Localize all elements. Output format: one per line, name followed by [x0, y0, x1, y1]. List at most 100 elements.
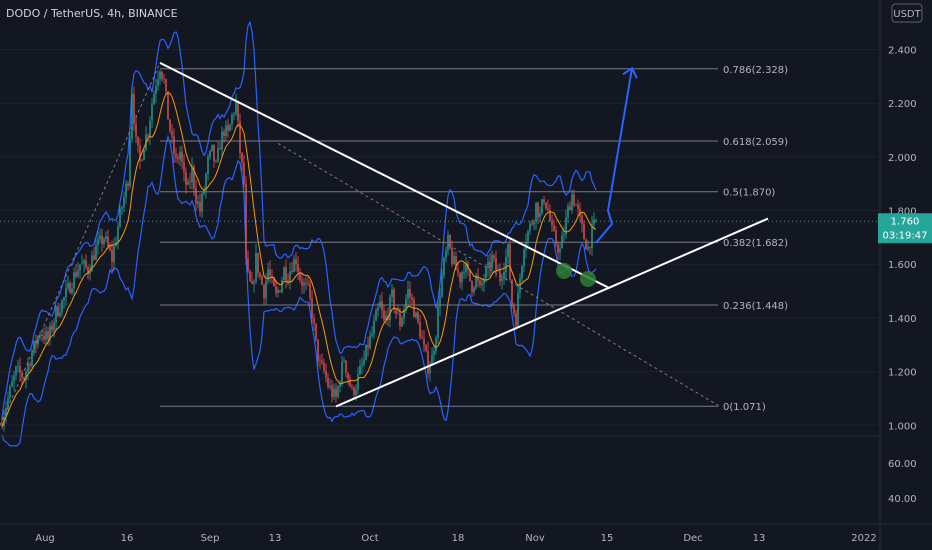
- candle-body: [257, 252, 259, 274]
- candle-body: [267, 269, 269, 281]
- candle-body: [151, 104, 153, 121]
- candle-body: [401, 318, 403, 327]
- chart-title: DODO / TetherUS, 4h, BINANCE: [6, 7, 178, 20]
- candle-body: [169, 119, 171, 132]
- candle-body: [249, 271, 251, 281]
- candle-body: [421, 337, 423, 339]
- candle-body: [581, 215, 583, 224]
- candle-body: [121, 207, 123, 209]
- trend-drawings[interactable]: [0, 62, 769, 426]
- candle-body: [375, 310, 377, 321]
- candle-body: [373, 320, 375, 334]
- candle-body: [329, 385, 331, 387]
- candle-body: [411, 297, 413, 300]
- candle-body: [187, 181, 189, 185]
- candle-body: [403, 309, 405, 319]
- candle-body: [385, 315, 387, 321]
- time-tick-label: 2022: [851, 533, 876, 544]
- candle-body: [139, 145, 141, 161]
- upper-trendline: [159, 62, 611, 290]
- candle-body: [27, 363, 29, 373]
- candle-body: [79, 264, 81, 271]
- candle-body: [347, 373, 349, 379]
- candle-body: [127, 183, 129, 186]
- candle-body: [505, 256, 507, 273]
- candle-body: [165, 79, 167, 92]
- candle-body: [25, 372, 27, 380]
- candle-body: [65, 288, 67, 298]
- candle-body: [305, 282, 307, 284]
- candle-body: [293, 259, 295, 273]
- candle-body: [137, 136, 139, 146]
- candle-body: [465, 263, 467, 272]
- candle-body: [163, 78, 165, 80]
- candle-body: [437, 306, 439, 338]
- time-tick-label: Sep: [201, 533, 220, 544]
- candle-body: [199, 201, 201, 212]
- candle-body: [327, 377, 329, 387]
- candle-body: [379, 301, 381, 308]
- candle-body: [291, 271, 293, 273]
- candle-body: [569, 206, 571, 211]
- candle-body: [263, 284, 265, 299]
- candle-body: [49, 325, 51, 340]
- candle-body: [193, 166, 195, 189]
- candle-body: [99, 235, 101, 240]
- candle-body: [445, 250, 447, 258]
- candle-body: [133, 93, 135, 124]
- candle-body: [515, 313, 517, 326]
- candle-body: [275, 286, 277, 293]
- candle-body: [215, 161, 217, 162]
- candle-body: [211, 144, 213, 151]
- candle-body: [555, 230, 557, 245]
- candle-body: [457, 269, 459, 273]
- lower-band: [1, 134, 597, 447]
- candle-body: [173, 136, 175, 154]
- candle-body: [513, 305, 515, 314]
- candle-body: [495, 257, 497, 271]
- candle-body: [357, 374, 359, 390]
- time-tick-label: Dec: [683, 533, 702, 544]
- candle-body: [191, 166, 193, 183]
- candle-body: [353, 387, 355, 396]
- candle-body: [545, 202, 547, 209]
- dashed-trend-line: [277, 142, 721, 407]
- candle-body: [281, 279, 283, 292]
- price-tick-label: 2.000: [888, 153, 917, 164]
- candle-body: [43, 336, 45, 340]
- candle-body: [381, 301, 383, 311]
- time-tick-label: Oct: [361, 533, 378, 544]
- candle-body: [239, 120, 241, 153]
- candle-body: [141, 160, 143, 162]
- candle-body: [233, 113, 235, 115]
- candle-body: [309, 283, 311, 299]
- grid: [0, 48, 880, 426]
- candle-body: [283, 267, 285, 280]
- candle-body: [365, 344, 367, 360]
- candle-body: [157, 79, 159, 87]
- candle-body: [509, 244, 511, 280]
- candle-body: [507, 244, 509, 257]
- candle-body: [119, 208, 121, 227]
- candle-body: [87, 267, 89, 275]
- candle-body: [579, 208, 581, 216]
- candle-body: [89, 271, 91, 275]
- candle-body: [315, 323, 317, 340]
- candle-body: [259, 273, 261, 277]
- candle-body: [69, 283, 71, 293]
- candle-body: [395, 309, 397, 314]
- candle-body: [105, 236, 107, 240]
- candle-body: [11, 381, 13, 387]
- candle-body: [197, 201, 199, 204]
- fibonacci-retracement[interactable]: 0.786(2.328) 0.618(2.059) 0.5(1.870) 0.382(…: [160, 65, 788, 413]
- time-tick-label: 16: [121, 533, 134, 544]
- candle-body: [37, 336, 39, 345]
- currency-box[interactable]: USDT: [891, 3, 923, 23]
- candle-body: [103, 239, 105, 245]
- candle-body: [481, 283, 483, 286]
- candle-body: [247, 258, 249, 272]
- candle-body: [33, 340, 35, 353]
- candle-body: [469, 269, 471, 281]
